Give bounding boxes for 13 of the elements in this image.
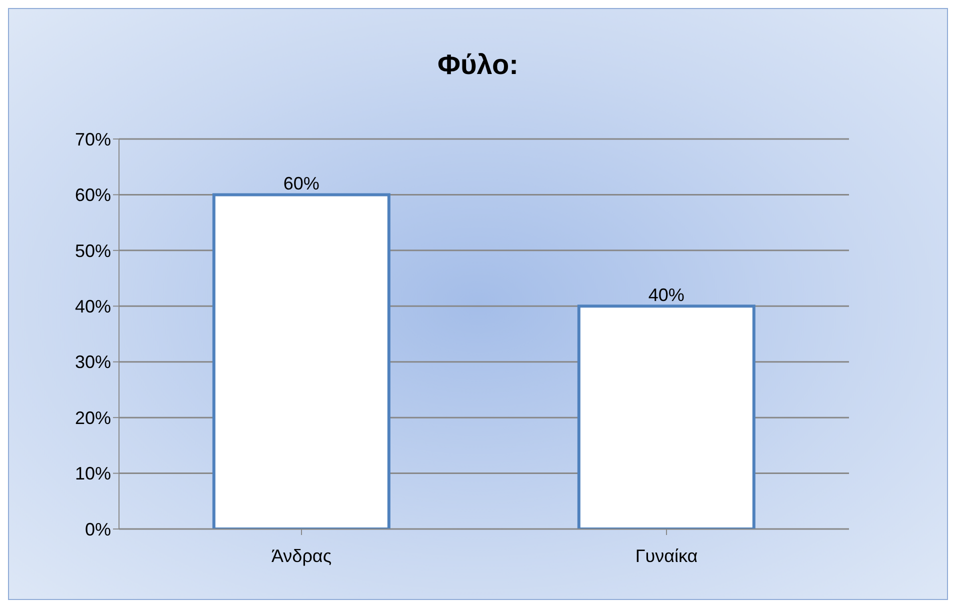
- data-label: 60%: [283, 174, 320, 194]
- y-tick-label: 20%: [74, 408, 111, 428]
- y-tick-label: 30%: [74, 352, 111, 372]
- y-tick-label: 10%: [74, 464, 111, 484]
- x-tick-label: Άνδρας: [271, 546, 332, 566]
- y-tick-label: 50%: [74, 240, 111, 261]
- y-tick-label: 70%: [74, 129, 111, 150]
- y-tick-label: 60%: [74, 185, 111, 206]
- chart-title: Φύλο:: [436, 48, 520, 82]
- x-tick-label: Γυναίκα: [635, 546, 698, 566]
- y-tick-label: 0%: [84, 519, 111, 540]
- y-tick-label: 40%: [74, 296, 111, 317]
- data-label: 40%: [648, 285, 684, 306]
